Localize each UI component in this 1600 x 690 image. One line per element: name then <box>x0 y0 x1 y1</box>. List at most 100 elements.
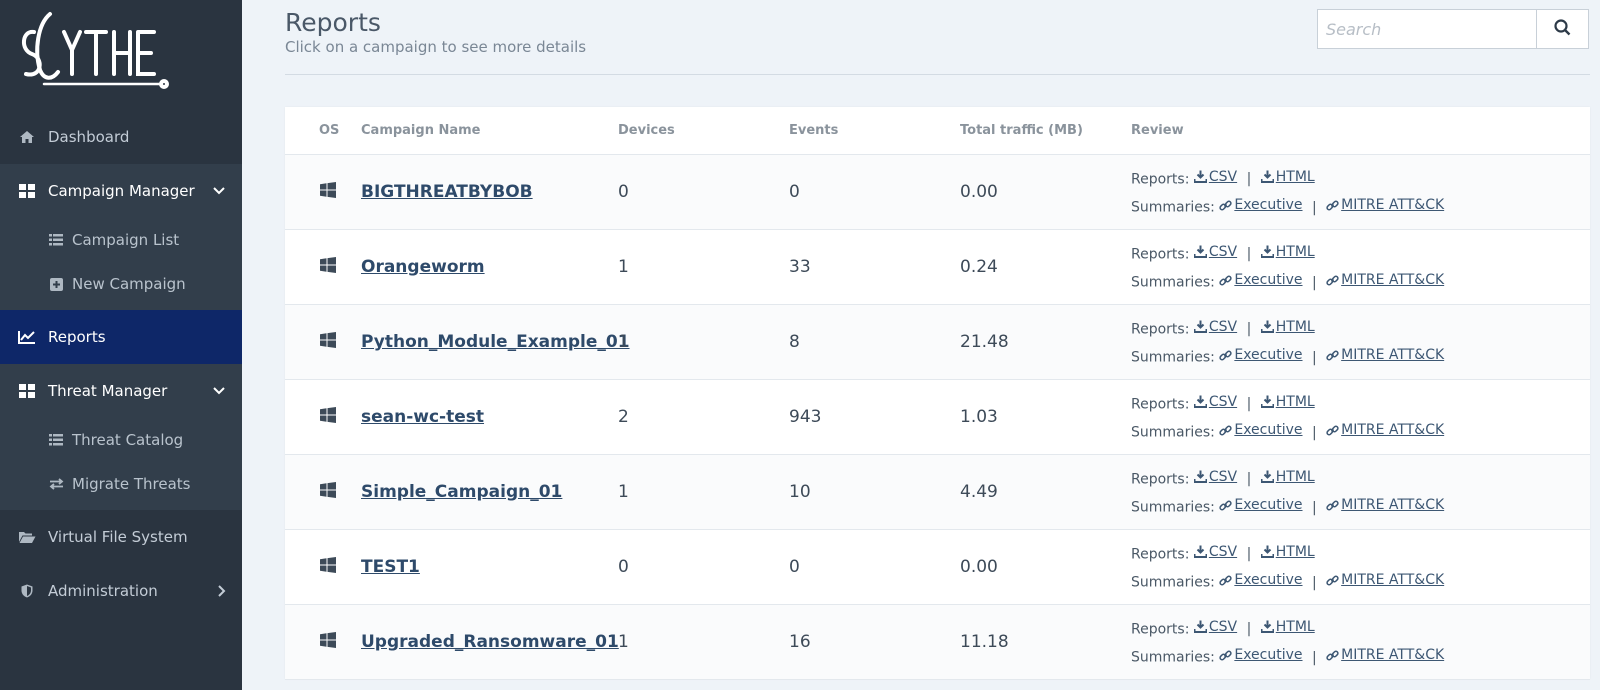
campaign-name-cell: Upgraded_Ransomware_01 <box>361 632 619 652</box>
sidebar-item-migrate-threats[interactable]: Migrate Threats <box>0 462 242 506</box>
mitre-attack-summary-link[interactable]: MITRE ATT&CK <box>1326 492 1444 518</box>
mitre-attack-summary-link[interactable]: MITRE ATT&CK <box>1326 342 1444 368</box>
sidebar-item-label: Dashboard <box>48 128 130 146</box>
events-cell: 10 <box>789 482 811 502</box>
sidebar-item-label: Administration <box>48 582 158 600</box>
reports-label: Reports: <box>1131 171 1190 187</box>
column-header-campaign-name: Campaign Name <box>361 123 481 138</box>
grid-icon <box>16 184 38 198</box>
shield-icon <box>16 584 38 598</box>
column-header-review: Review <box>1131 123 1184 138</box>
separator: | <box>1246 471 1252 487</box>
executive-link-label: Executive <box>1234 572 1303 588</box>
table-row[interactable]: Python_Module_Example_01 1 8 21.48 Repor… <box>285 305 1590 380</box>
csv-link-label: CSV <box>1208 393 1238 410</box>
html-download-link[interactable]: HTML <box>1260 539 1315 565</box>
csv-download-link[interactable]: CSV <box>1193 314 1237 340</box>
table-row[interactable]: BIGTHREATBYBOB 0 0 0.00 Reports: CSV | H… <box>285 155 1590 230</box>
executive-summary-link[interactable]: Executive <box>1219 342 1303 368</box>
search-button[interactable] <box>1536 10 1588 48</box>
executive-summary-link[interactable]: Executive <box>1219 192 1303 218</box>
csv-download-link[interactable]: CSV <box>1193 539 1237 565</box>
campaign-link[interactable]: sean-wc-test <box>361 407 485 427</box>
mitre-attack-summary-link[interactable]: MITRE ATT&CK <box>1326 192 1444 218</box>
search-input[interactable] <box>1318 10 1536 48</box>
summaries-label: Summaries: <box>1131 574 1215 591</box>
separator: | <box>1246 246 1252 262</box>
mitre-attack-summary-link[interactable]: MITRE ATT&CK <box>1326 567 1444 593</box>
summaries-line: Summaries: Executive | MITRE ATT&CK <box>1131 642 1590 671</box>
events-cell: 0 <box>789 557 800 577</box>
home-icon <box>16 130 38 144</box>
sidebar-item-new-campaign[interactable]: New Campaign <box>0 262 242 306</box>
csv-download-link[interactable]: CSV <box>1193 239 1237 265</box>
mitre-attack-summary-link[interactable]: MITRE ATT&CK <box>1326 642 1444 668</box>
reports-label: Reports: <box>1131 321 1190 337</box>
html-download-link[interactable]: HTML <box>1260 164 1315 190</box>
sidebar-item-threat-manager[interactable]: Threat Manager <box>0 364 242 418</box>
download-icon <box>1193 245 1207 258</box>
mitre-attack-summary-link[interactable]: MITRE ATT&CK <box>1326 417 1444 443</box>
csv-download-link[interactable]: CSV <box>1193 164 1237 190</box>
summaries-line: Summaries: Executive | MITRE ATT&CK <box>1131 342 1590 371</box>
campaign-link[interactable]: Upgraded_Ransomware_01 <box>361 632 619 652</box>
windows-icon <box>320 331 336 353</box>
link-icon <box>1219 650 1233 660</box>
os-cell <box>285 331 361 353</box>
table-row[interactable]: Upgraded_Ransomware_01 1 16 11.18 Report… <box>285 605 1590 680</box>
separator: | <box>1311 574 1317 591</box>
executive-summary-link[interactable]: Executive <box>1219 642 1303 668</box>
separator: | <box>1246 396 1252 412</box>
separator: | <box>1311 274 1317 291</box>
download-icon <box>1260 470 1274 483</box>
os-cell <box>285 556 361 578</box>
csv-download-link[interactable]: CSV <box>1193 389 1238 415</box>
csv-download-link[interactable]: CSV <box>1193 464 1237 490</box>
sidebar-item-label: Reports <box>48 328 106 346</box>
reports-line: Reports: CSV | HTML <box>1131 614 1590 643</box>
windows-icon <box>320 631 336 653</box>
mitre-attack-summary-link[interactable]: MITRE ATT&CK <box>1326 267 1444 293</box>
table-row[interactable]: Orangeworm 1 33 0.24 Reports: CSV | HTML… <box>285 230 1590 305</box>
download-icon <box>1193 470 1207 483</box>
sidebar-item-dashboard[interactable]: Dashboard <box>0 110 242 164</box>
csv-download-link[interactable]: CSV <box>1193 614 1238 640</box>
sidebar-item-administration[interactable]: Administration <box>0 564 242 618</box>
column-header-devices: Devices <box>618 123 675 138</box>
campaign-link[interactable]: Simple_Campaign_01 <box>361 482 563 502</box>
sidebar-item-campaign-manager[interactable]: Campaign Manager <box>0 164 242 218</box>
sidebar-item-campaign-list[interactable]: Campaign List <box>0 218 242 262</box>
scythe-logo[interactable] <box>0 0 242 110</box>
os-cell <box>285 406 361 428</box>
list-icon <box>48 234 64 246</box>
html-download-link[interactable]: HTML <box>1260 314 1315 340</box>
link-icon <box>1219 500 1233 510</box>
executive-summary-link[interactable]: Executive <box>1219 267 1303 293</box>
os-cell <box>285 631 361 653</box>
html-download-link[interactable]: HTML <box>1260 464 1315 490</box>
executive-summary-link[interactable]: Executive <box>1219 567 1303 593</box>
html-download-link[interactable]: HTML <box>1260 239 1315 265</box>
separator: | <box>1311 499 1317 516</box>
table-row[interactable]: TEST1 0 0 0.00 Reports: CSV | HTML Summa… <box>285 530 1590 605</box>
sidebar-item-virtual-file-system[interactable]: Virtual File System <box>0 510 242 564</box>
csv-link-label: CSV <box>1208 618 1238 635</box>
campaign-link[interactable]: Python_Module_Example_01 <box>361 332 630 352</box>
sidebar-item-reports[interactable]: Reports <box>0 310 242 364</box>
executive-summary-link[interactable]: Executive <box>1219 492 1303 518</box>
summaries-label: Summaries: <box>1131 274 1215 291</box>
campaign-link[interactable]: BIGTHREATBYBOB <box>361 182 533 202</box>
chevron-down-icon <box>212 186 226 196</box>
campaign-link[interactable]: TEST1 <box>361 557 420 577</box>
download-icon <box>1193 545 1207 558</box>
sidebar-item-threat-catalog[interactable]: Threat Catalog <box>0 418 242 462</box>
review-cell: Reports: CSV | HTML Summaries: Executive… <box>1131 539 1590 596</box>
table-row[interactable]: Simple_Campaign_01 1 10 4.49 Reports: CS… <box>285 455 1590 530</box>
html-download-link[interactable]: HTML <box>1260 389 1315 415</box>
executive-summary-link[interactable]: Executive <box>1219 417 1303 443</box>
html-link-label: HTML <box>1275 168 1315 185</box>
html-download-link[interactable]: HTML <box>1260 614 1315 640</box>
table-row[interactable]: sean-wc-test 2 943 1.03 Reports: CSV | H… <box>285 380 1590 455</box>
download-icon <box>1193 395 1207 408</box>
campaign-link[interactable]: Orangeworm <box>361 257 485 277</box>
